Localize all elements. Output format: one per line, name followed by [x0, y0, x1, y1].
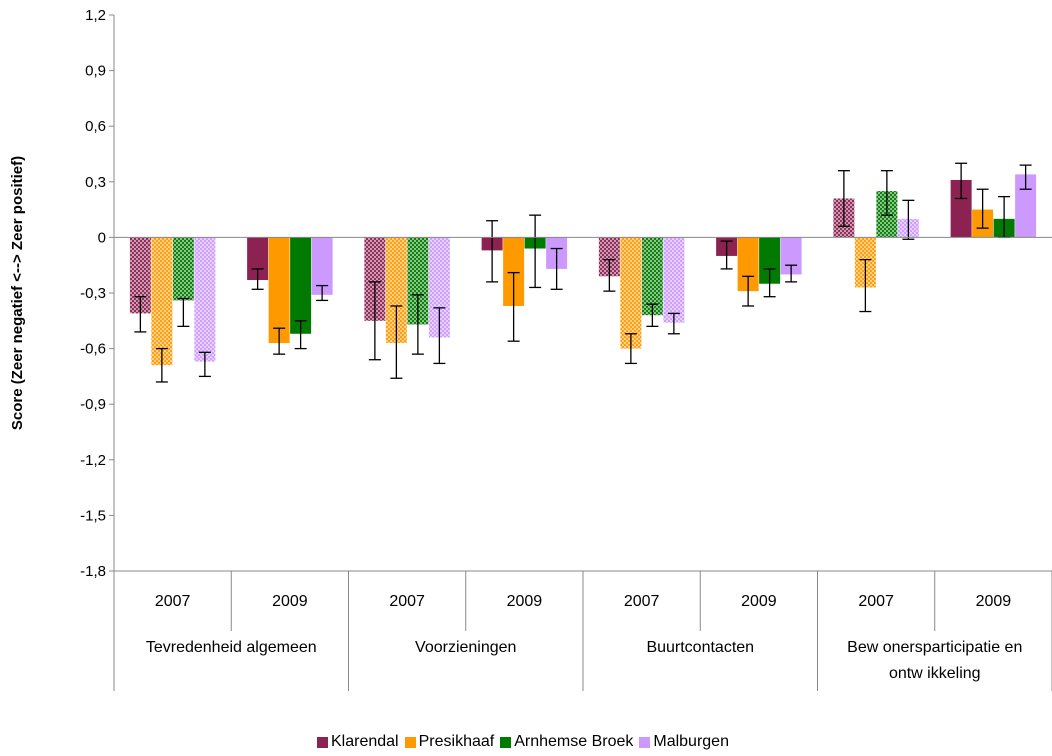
legend-swatch — [317, 736, 328, 748]
x-category-label: 2007 — [858, 593, 894, 610]
legend-label: Malburgen — [653, 733, 729, 750]
x-group-label: Tevredenheid algemeen — [146, 639, 317, 656]
bar-malburgen — [1015, 174, 1037, 238]
legend-label: Klarendal — [331, 733, 399, 750]
x-category-label: 2009 — [976, 593, 1012, 610]
bar-arnhemse-broek — [172, 237, 194, 301]
bar-malburgen — [663, 237, 685, 323]
legend-swatch — [404, 736, 416, 748]
y-tick-label: 1,2 — [85, 7, 106, 24]
bar-presikhaaf — [385, 237, 407, 344]
legend: Klarendal Presikhaaf Arnhemse Broek Malburg… — [0, 733, 1052, 751]
y-tick-label: 0 — [98, 229, 106, 246]
legend-swatch — [500, 736, 512, 748]
x-group-label: ontw ikkeling — [889, 665, 981, 682]
legend-item: Presikhaaf — [404, 733, 495, 751]
bar-presikhaaf — [151, 237, 173, 366]
bar-klarendal — [598, 237, 620, 277]
bar-arnhemse-broek — [641, 237, 663, 316]
x-group-label: Buurtcontacten — [646, 639, 754, 656]
bar-presikhaaf — [737, 237, 759, 292]
bar-malburgen — [194, 237, 216, 362]
y-tick-label: -1,2 — [80, 452, 106, 469]
y-tick-label: -0,3 — [80, 285, 106, 302]
bar-klarendal — [364, 237, 386, 321]
x-category-label: 2007 — [389, 593, 425, 610]
x-category-label: 2007 — [155, 593, 191, 610]
bar-klarendal — [129, 237, 151, 314]
y-tick-label: -1,5 — [80, 507, 106, 524]
bars-layer — [129, 162, 1037, 383]
y-tick-label: 0,6 — [85, 118, 106, 135]
x-category-label: 2009 — [507, 593, 543, 610]
legend-label: Arnhemse Broek — [514, 733, 634, 750]
y-tick-label: -0,9 — [80, 396, 106, 413]
bar-malburgen — [311, 237, 333, 295]
y-axis-label: Score (Zeer negatief <--> Zeer positief) — [9, 156, 26, 430]
bar-arnhemse-broek — [759, 237, 781, 284]
legend-item: Arnhemse Broek — [500, 733, 633, 751]
legend-swatch — [639, 736, 651, 748]
y-tick-label: -1,8 — [80, 563, 106, 580]
legend-item: Klarendal — [317, 733, 399, 751]
y-tick-label: 0,3 — [85, 174, 106, 191]
y-tick-label: 0,9 — [85, 63, 106, 80]
x-group-label: Voorzieningen — [415, 639, 516, 656]
bar-presikhaaf — [620, 237, 642, 349]
x-group-label: Bew onersparticipatie en — [847, 639, 1022, 656]
bar-klarendal — [950, 179, 972, 238]
bar-arnhemse-broek — [290, 237, 312, 334]
legend-item: Malburgen — [639, 733, 729, 751]
bar-presikhaaf — [503, 237, 525, 306]
x-category-label: 2009 — [272, 593, 308, 610]
bar-malburgen — [428, 237, 450, 338]
bar-arnhemse-broek — [407, 237, 429, 325]
bar-presikhaaf — [268, 237, 290, 344]
axis-layer: 1,2 0,9 0,6 0,3 0 -0,3 -0,6 -0,9 -1,2 -1,5 -1,8 200… — [80, 7, 1052, 691]
bar-chart: 1,2 0,9 0,6 0,3 0 -0,3 -0,6 -0,9 -1,2 -1,5 -1,8 200… — [9, 7, 1052, 691]
y-tick-label: -0,6 — [80, 341, 106, 358]
legend-label: Presikhaaf — [418, 733, 495, 750]
x-category-label: 2007 — [624, 593, 660, 610]
x-category-label: 2009 — [741, 593, 777, 610]
